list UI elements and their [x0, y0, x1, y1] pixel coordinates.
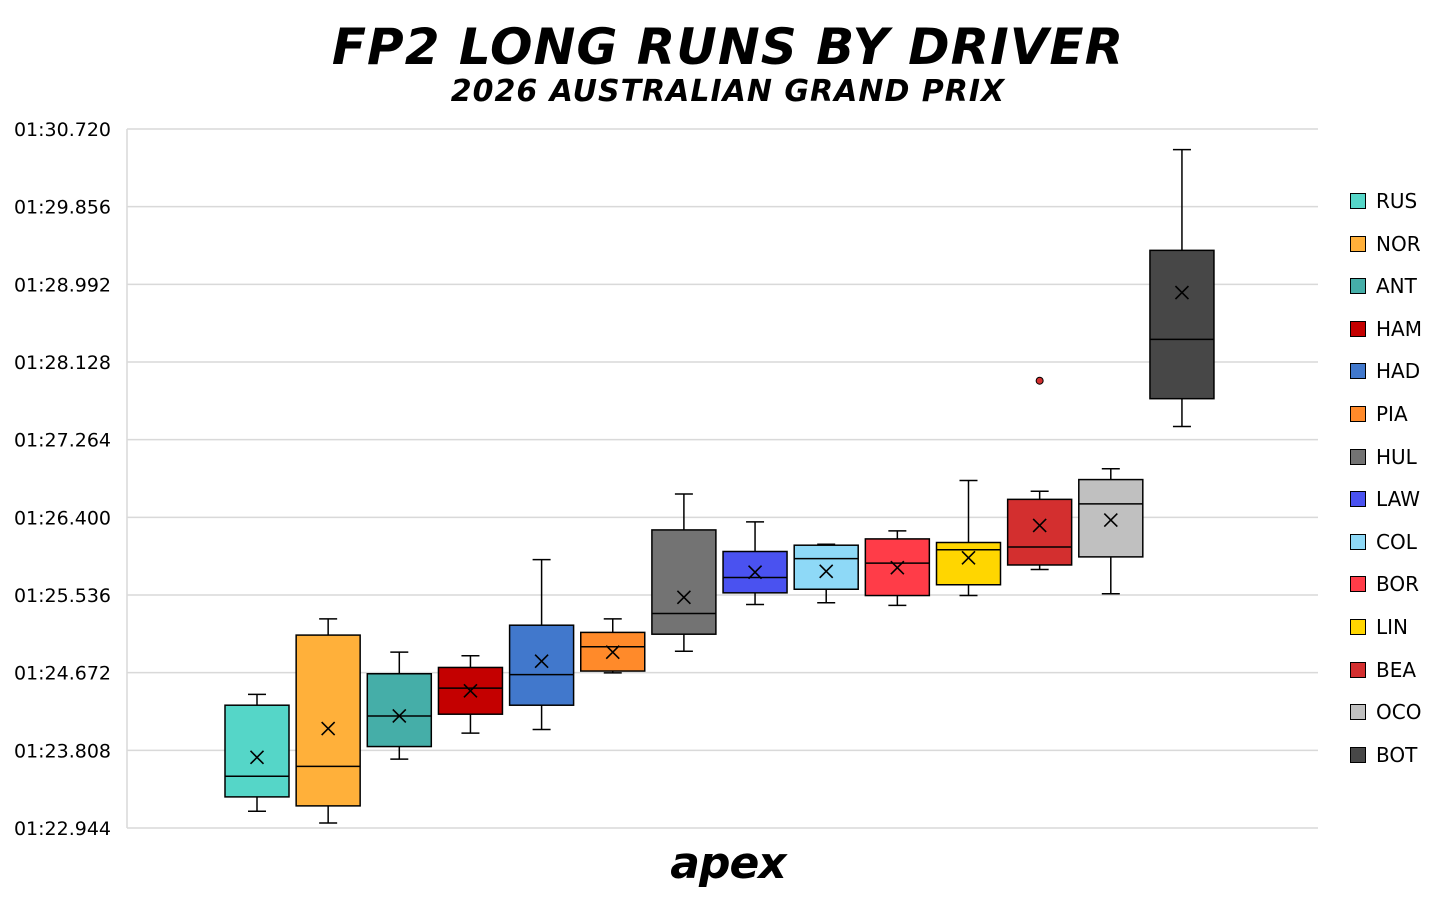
box-hul — [651, 493, 717, 653]
legend-swatch — [1350, 746, 1366, 763]
mean-marker — [961, 550, 976, 565]
legend-label: HAD — [1376, 359, 1421, 384]
y-tick-label: 01:24.672 — [14, 663, 111, 685]
chart-subtitle: 2026 AUSTRALIAN GRAND PRIX — [450, 74, 1006, 109]
iqr-box — [366, 672, 433, 748]
box-col — [793, 543, 859, 604]
outlier-point — [1035, 376, 1044, 385]
legend-item-col: COL — [1350, 528, 1417, 556]
box-oco — [1078, 468, 1144, 595]
legend-label: BOT — [1376, 742, 1418, 767]
legend-item-bor: BOR — [1350, 570, 1419, 598]
mean-marker — [605, 645, 620, 660]
box-bot — [1149, 148, 1215, 428]
iqr-box — [935, 541, 1002, 586]
iqr-box — [1149, 249, 1215, 400]
box-nor — [295, 618, 361, 824]
iqr-box — [224, 704, 290, 798]
legend-label: HAM — [1376, 316, 1422, 341]
legend-swatch — [1350, 235, 1366, 252]
mean-marker — [819, 564, 834, 579]
legend-label: LIN — [1376, 615, 1409, 639]
legend-swatch — [1350, 363, 1366, 380]
mean-marker — [1103, 512, 1118, 528]
box-series — [224, 148, 1215, 824]
box-bea — [1006, 376, 1073, 571]
iqr-box — [295, 634, 361, 807]
legend-swatch — [1350, 448, 1366, 465]
brand-logo: apex — [670, 838, 786, 889]
legend-label: NOR — [1376, 231, 1421, 256]
legend-swatch — [1350, 576, 1366, 593]
y-tick-label: 01:25.536 — [14, 585, 111, 607]
legend-label: HUL — [1376, 444, 1417, 469]
legend-label: OCO — [1376, 700, 1422, 725]
iqr-box — [651, 529, 717, 635]
y-axis-ticks: 01:22.944 01:23.808 01:24.672 01:25.536 01:2… — [14, 119, 111, 840]
legend-swatch — [1350, 193, 1366, 209]
legend-swatch — [1350, 619, 1366, 635]
legend-swatch — [1350, 320, 1366, 337]
legend-swatch — [1350, 661, 1366, 678]
mean-marker — [534, 654, 549, 669]
mean-marker — [463, 683, 478, 698]
legend-item-law: LAW — [1350, 485, 1420, 513]
legend-label: PIA — [1376, 402, 1408, 426]
y-tick-label: 01:22.944 — [14, 818, 111, 840]
legend-swatch — [1350, 704, 1366, 721]
legend-item-pia: PIA — [1350, 400, 1408, 428]
y-tick-label: 01:26.400 — [14, 507, 111, 529]
legend-label: BEA — [1376, 657, 1417, 682]
legend-item-ham: HAM — [1350, 315, 1422, 343]
box-had — [508, 558, 575, 731]
mean-marker — [676, 590, 691, 605]
mean-marker — [249, 750, 265, 765]
mean-marker — [1032, 518, 1047, 533]
iqr-box — [793, 544, 859, 590]
legend-swatch — [1350, 406, 1366, 422]
legend-item-had: HAD — [1350, 357, 1420, 385]
box-ham — [437, 655, 504, 734]
mean-marker — [1174, 285, 1190, 300]
mean-marker — [890, 560, 905, 575]
legend-item-bot: BOT — [1350, 741, 1417, 769]
box-lin — [935, 479, 1002, 597]
legend-item-bea: BEA — [1350, 656, 1416, 684]
iqr-box — [1078, 478, 1144, 558]
box-ant — [366, 651, 433, 760]
y-tick-label: 01:30.720 — [14, 119, 111, 141]
legend-swatch — [1350, 533, 1366, 550]
y-tick-label: 01:29.856 — [14, 197, 111, 219]
legend-label: RUS — [1376, 189, 1418, 213]
legend-item-hul: HUL — [1350, 443, 1417, 471]
legend-label: BOR — [1376, 572, 1420, 597]
y-tick-label: 01:27.264 — [14, 430, 111, 452]
legend-item-rus: RUS — [1350, 187, 1417, 215]
gridlines — [126, 128, 1318, 829]
iqr-box — [1006, 498, 1073, 566]
iqr-box — [508, 624, 575, 706]
legend-label: LAW — [1376, 487, 1420, 512]
chart-title: FP2 LONG RUNS BY DRIVER — [331, 18, 1125, 76]
box-rus — [224, 693, 290, 813]
legend-label: ANT — [1376, 274, 1417, 299]
mean-marker — [747, 565, 763, 580]
legend-item-nor: NOR — [1350, 230, 1421, 258]
box-pia — [580, 618, 646, 674]
y-tick-label: 01:28.128 — [14, 352, 111, 374]
mean-marker — [321, 721, 336, 736]
y-tick-label: 01:23.808 — [14, 740, 111, 762]
box-law — [722, 521, 788, 606]
y-tick-label: 01:28.992 — [14, 274, 111, 296]
legend-item-ant: ANT — [1350, 272, 1417, 300]
legend-item-lin: LIN — [1350, 613, 1408, 641]
legend-swatch — [1350, 491, 1366, 508]
legend-item-oco: OCO — [1350, 698, 1421, 726]
legend-swatch — [1350, 278, 1366, 295]
legend-label: COL — [1376, 529, 1417, 554]
box-bor — [864, 530, 931, 607]
mean-marker — [392, 708, 407, 724]
